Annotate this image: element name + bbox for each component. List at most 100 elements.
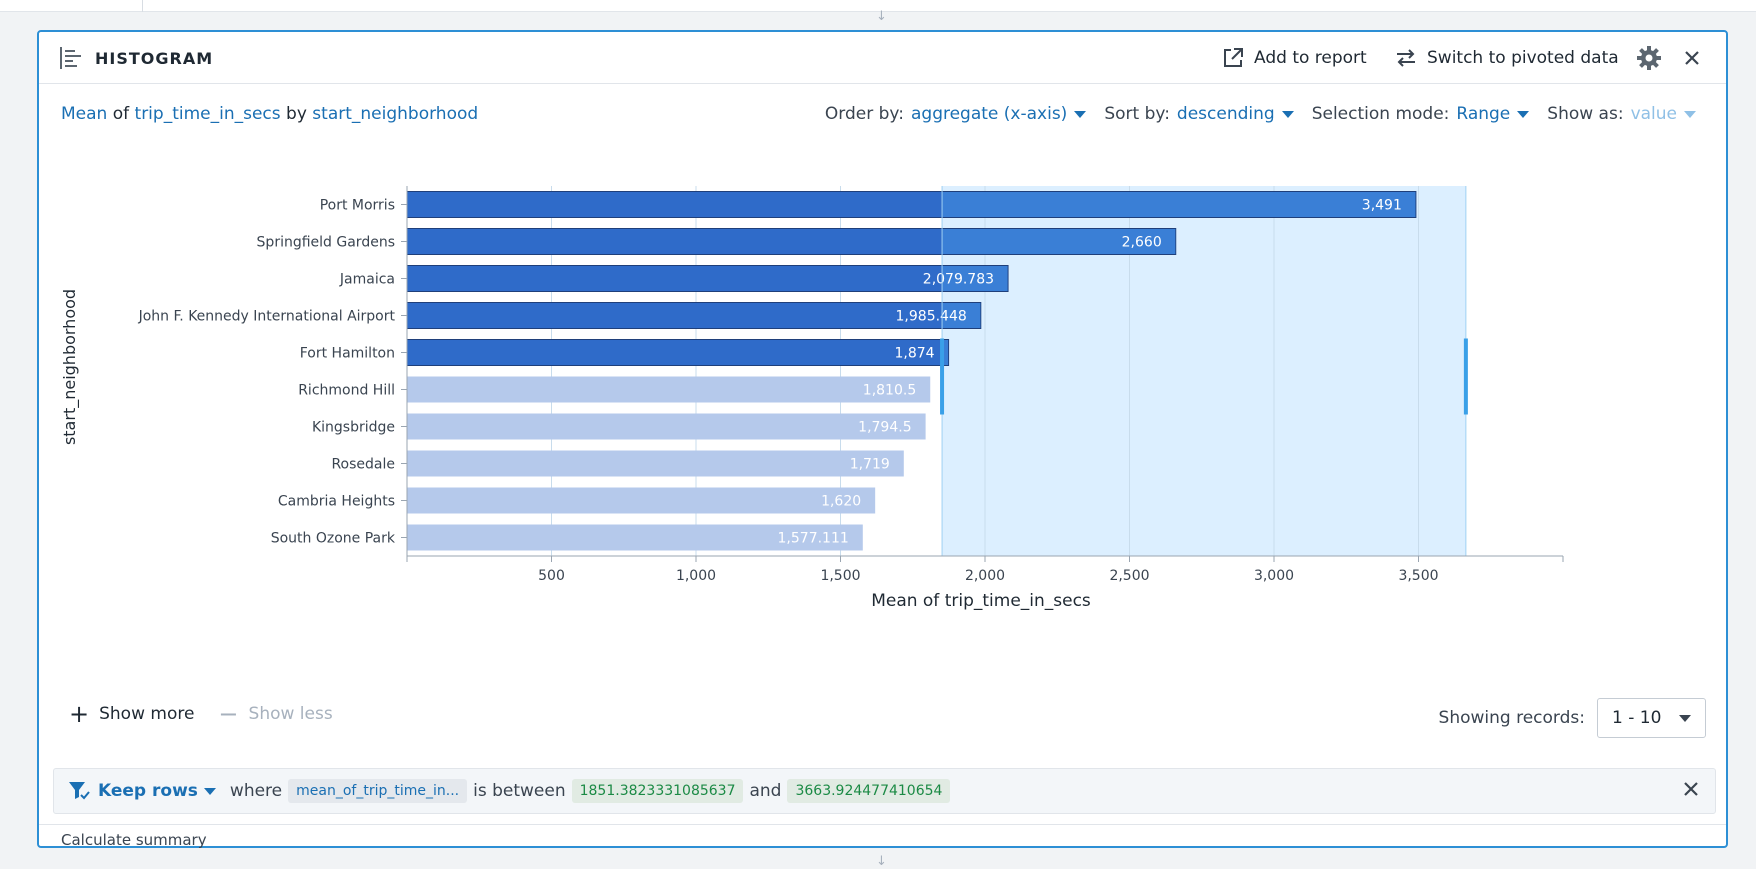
where-text: where	[229, 781, 283, 801]
x-tick-label: 500	[538, 568, 565, 584]
bar-value-label: 1,810.5	[863, 383, 916, 399]
bar-value-label: 1,874	[894, 346, 934, 362]
bar-value-label: 2,660	[1122, 235, 1162, 251]
sort-by-value: descending	[1176, 104, 1275, 124]
records-select[interactable]: 1 - 10	[1597, 698, 1706, 738]
show-less-button[interactable]: − Show less	[218, 700, 333, 728]
bar-value-label: 1,985.448	[896, 309, 967, 325]
settings-button[interactable]	[1636, 45, 1662, 71]
category-label: Port Morris	[320, 198, 395, 214]
switch-pivoted-button[interactable]: Switch to pivoted data	[1395, 45, 1619, 71]
bar	[407, 413, 926, 440]
selection-mode-dropdown[interactable]: Selection mode: Range	[1312, 104, 1530, 124]
bar-in-range	[942, 229, 1176, 254]
bar-value-label: 1,794.5	[858, 420, 911, 436]
selection-mode-value: Range	[1456, 104, 1511, 124]
show-as-value: value	[1630, 104, 1677, 124]
sort-by-dropdown[interactable]: Sort by: descending	[1104, 104, 1294, 124]
x-tick-label: 3,500	[1398, 568, 1438, 584]
minus-icon: −	[218, 700, 239, 728]
filter-funnel-icon	[69, 782, 90, 800]
of-text: of	[112, 104, 130, 124]
records-label: Showing records:	[1438, 708, 1585, 728]
category-label: Fort Hamilton	[300, 346, 395, 362]
x-tick-label: 1,500	[820, 568, 860, 584]
x-tick-label: 2,000	[965, 568, 1005, 584]
show-more-label: Show more	[99, 704, 195, 724]
bar-value-label: 2,079.783	[923, 272, 994, 288]
bar-in-range	[942, 303, 981, 328]
category-label: Rosedale	[331, 457, 395, 473]
chevron-down-icon	[1281, 110, 1294, 118]
bar	[407, 376, 931, 403]
category-label: John F. Kennedy International Airport	[138, 309, 396, 325]
card-footer: Calculate summary	[39, 824, 1726, 849]
bar-value-label: 1,620	[821, 494, 861, 510]
x-tick-label: 2,500	[1109, 568, 1149, 584]
external-link-icon	[1224, 48, 1243, 67]
order-by-label: Order by:	[824, 104, 904, 124]
category-label: Richmond Hill	[298, 383, 395, 399]
filter-low-value[interactable]: 1851.3823331085637	[571, 779, 744, 803]
top-strip	[0, 0, 1756, 12]
chart-description: Mean of trip_time_in_secs by start_neigh…	[61, 104, 478, 124]
category-label: South Ozone Park	[271, 531, 396, 547]
add-to-report-label: Add to report	[1254, 48, 1367, 68]
filter-high-value[interactable]: 3663.924477410654	[787, 779, 951, 803]
x-axis-title: Mean of trip_time_in_secs	[871, 591, 1091, 611]
plus-icon: +	[69, 700, 90, 728]
bar	[407, 450, 904, 477]
show-as-label: Show as:	[1547, 104, 1624, 124]
aggregation-link[interactable]: Mean	[61, 104, 108, 124]
bar-value-label: 1,719	[850, 457, 890, 473]
add-to-report-button[interactable]: Add to report	[1222, 45, 1367, 71]
records-value: 1 - 10	[1612, 708, 1662, 728]
bar	[407, 487, 876, 514]
close-panel-button[interactable]	[1679, 45, 1705, 71]
category-label: Cambria Heights	[278, 494, 395, 510]
show-less-label: Show less	[248, 704, 333, 724]
remove-filter-button[interactable]	[1683, 781, 1699, 802]
chevron-down-icon	[1074, 110, 1087, 118]
category-label: Kingsbridge	[312, 420, 395, 436]
chevron-down-icon	[1517, 110, 1530, 118]
order-by-dropdown[interactable]: Order by: aggregate (x-axis)	[824, 104, 1087, 124]
group-field-link[interactable]: start_neighborhood	[312, 104, 479, 124]
bar-in-range	[942, 266, 1008, 291]
order-by-value: aggregate (x-axis)	[910, 104, 1068, 124]
range-handle-left[interactable]	[940, 338, 945, 415]
sort-by-label: Sort by:	[1104, 104, 1170, 124]
close-icon	[1685, 51, 1699, 65]
gear-icon	[1637, 46, 1661, 70]
category-label: Jamaica	[339, 272, 395, 288]
bar	[406, 265, 1009, 292]
filter-column-chip[interactable]: mean_of_trip_time_in...	[288, 779, 468, 803]
chevron-down-icon	[1684, 110, 1696, 118]
close-icon	[1684, 782, 1698, 796]
field-link[interactable]: trip_time_in_secs	[134, 104, 281, 124]
panel-title: HISTOGRAM	[95, 49, 214, 68]
keep-rows-dropdown[interactable]: Keep rows	[98, 781, 198, 801]
connector-arrow-bottom-icon: ↓	[876, 854, 887, 869]
connector-arrow-top-icon: ↓	[876, 9, 887, 24]
histogram-card: HISTOGRAM Add to report Switch to pivote…	[37, 30, 1730, 849]
calculate-summary-button[interactable]: Calculate summary	[61, 831, 207, 849]
tab-edge	[142, 0, 143, 12]
bar	[407, 524, 863, 551]
range-handle-right[interactable]	[1463, 338, 1468, 415]
y-axis-title: start_neighborhood	[60, 289, 80, 445]
histogram-chart[interactable]: 3,491 Port Morris 2,660 Springfield Gardens…	[39, 162, 1730, 702]
show-as-dropdown[interactable]: Show as: value	[1547, 104, 1696, 124]
chevron-down-icon	[1679, 714, 1691, 722]
bar	[406, 339, 950, 366]
show-more-button[interactable]: + Show more	[69, 700, 195, 728]
x-tick-label: 3,000	[1254, 568, 1294, 584]
category-label: Springfield Gardens	[257, 235, 395, 251]
bar-in-range	[942, 340, 949, 365]
chevron-down-icon[interactable]	[203, 787, 216, 795]
histogram-icon	[60, 47, 81, 69]
filter-bar: Keep rows where mean_of_trip_time_in... …	[53, 768, 1716, 814]
records-control: Showing records: 1 - 10	[1439, 698, 1706, 738]
bar-value-label: 3,491	[1362, 198, 1402, 214]
bar-value-label: 1,577.111	[778, 531, 849, 547]
